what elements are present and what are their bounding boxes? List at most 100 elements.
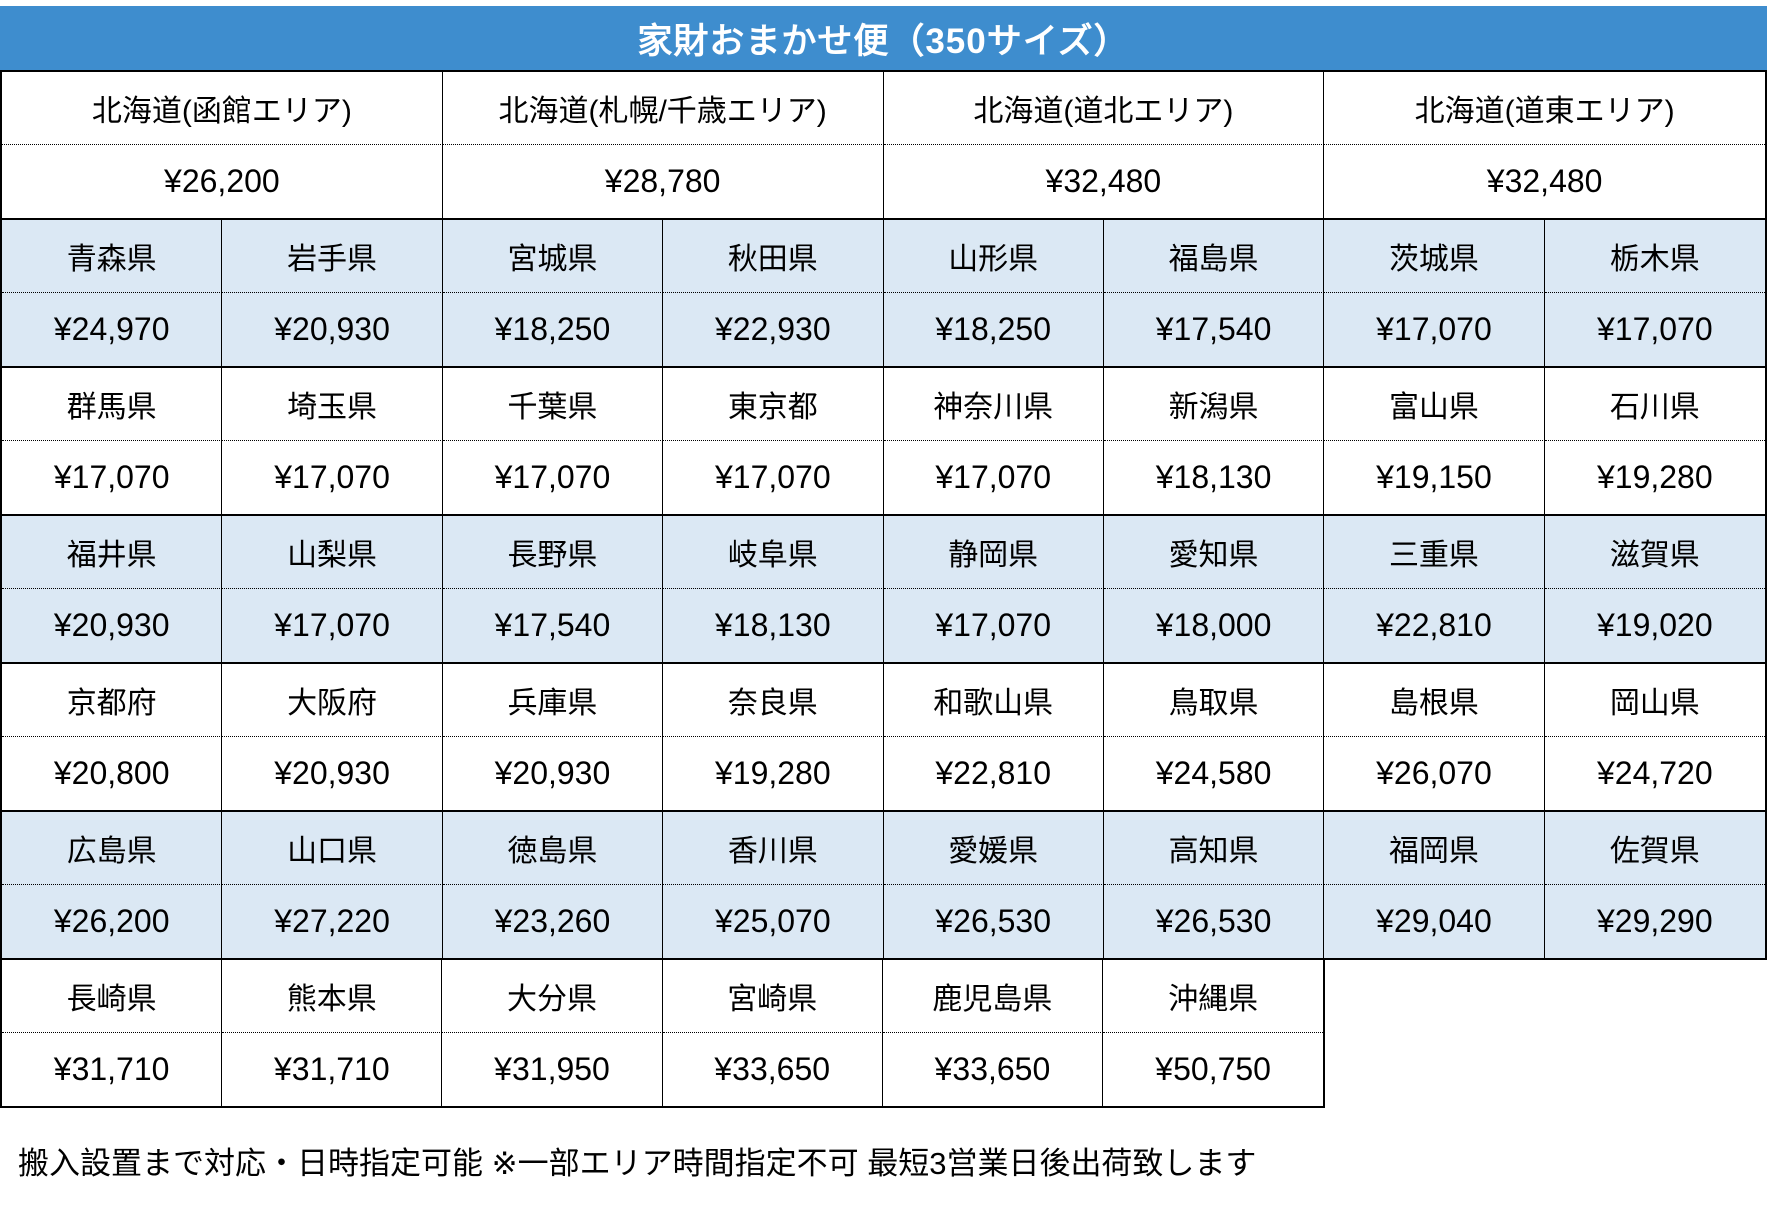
prefecture-price-cell: ¥27,220 bbox=[222, 885, 443, 958]
prefecture-name-cell: 石川県 bbox=[1544, 368, 1765, 441]
prefecture-price-cell: ¥50,750 bbox=[1155, 1051, 1271, 1087]
prefecture-price-cell: ¥22,810 bbox=[884, 737, 1104, 810]
pricing-table: 北海道(函館エリア) 北海道(札幌/千歳エリア) 北海道(道北エリア) 北海道(道東エ… bbox=[0, 70, 1767, 1108]
prefecture-price-cell: ¥26,070 bbox=[1324, 737, 1545, 810]
prefecture-name-cell: 山形県 bbox=[883, 220, 1104, 293]
prefecture-name-cell: 神奈川県 bbox=[883, 368, 1104, 441]
footer-note: 搬入設置まで対応・日時指定可能 ※一部エリア時間指定不可 最短3営業日後出荷致し… bbox=[18, 1146, 1257, 1181]
prefecture-price-cell: ¥17,540 bbox=[1104, 293, 1325, 366]
prefecture-price-cell: ¥17,070 bbox=[1596, 311, 1713, 347]
prefecture-price-cell: ¥24,970 bbox=[2, 293, 223, 366]
prefecture-price-cell: ¥17,540 bbox=[443, 589, 664, 662]
prefecture-price-cell: ¥17,070 bbox=[663, 441, 884, 514]
prefecture-name-cell: 愛知県 bbox=[1103, 516, 1325, 589]
prefecture-price-cell: ¥17,070 bbox=[1324, 293, 1545, 366]
prefecture-name-cell: 岐阜県 bbox=[663, 516, 884, 589]
prefecture-price-cell: ¥18,250 bbox=[443, 293, 664, 366]
prefecture-price-cell: ¥22,930 bbox=[663, 293, 884, 366]
prefecture-group: 青森県 岩手県 宮城県 秋田県 山形県 福島県 茨城県 栃木県 ¥24,970 ¥20,930 ¥1… bbox=[0, 218, 1767, 366]
prefecture-name-cell: 栃木県 bbox=[1544, 220, 1765, 293]
prefecture-price-cell: ¥17,070 bbox=[222, 441, 443, 514]
prefecture-price-cell: ¥19,150 bbox=[1324, 441, 1545, 514]
hokkaido-group: 北海道(函館エリア) 北海道(札幌/千歳エリア) 北海道(道北エリア) 北海道(道東エ… bbox=[0, 70, 1767, 218]
prefecture-price-cell: ¥31,710 bbox=[2, 1033, 223, 1106]
prefecture-name-cell: 大分県 bbox=[442, 960, 663, 1033]
prefecture-name-cell: 千葉県 bbox=[442, 368, 664, 441]
prefecture-group: 長崎県 熊本県 大分県 宮崎県 鹿児島県 沖縄県 ¥31,710 ¥31,710 ¥31,950… bbox=[0, 960, 1326, 1108]
prefecture-name-cell: 長野県 bbox=[442, 516, 664, 589]
prefecture-price-cell: ¥20,930 bbox=[2, 589, 223, 662]
prefecture-price-cell: ¥24,720 bbox=[1596, 755, 1713, 791]
prefecture-price-cell: ¥31,710 bbox=[222, 1033, 443, 1106]
prefecture-price-cell: ¥33,650 bbox=[883, 1033, 1104, 1106]
prefecture-name-cell: 東京都 bbox=[663, 368, 884, 441]
prefecture-name-cell: 山口県 bbox=[222, 812, 443, 885]
prefecture-price-cell: ¥17,070 bbox=[884, 589, 1104, 662]
pricing-page: 家財おまかせ便（350サイズ） 北海道(函館エリア) 北海道(札幌/千歳エリア) 北… bbox=[0, 6, 1767, 1210]
prefecture-price-cell: ¥26,530 bbox=[1104, 885, 1325, 958]
prefecture-group: 群馬県 埼玉県 千葉県 東京都 神奈川県 新潟県 富山県 石川県 ¥17,070 ¥17,070 ¥… bbox=[0, 366, 1767, 514]
prefecture-name-cell: 福井県 bbox=[2, 516, 223, 589]
prefecture-name-cell: 山梨県 bbox=[222, 516, 443, 589]
area-price-cell: ¥26,200 bbox=[2, 145, 443, 218]
prefecture-name-cell: 群馬県 bbox=[2, 368, 223, 441]
prefecture-name-cell: 滋賀県 bbox=[1544, 516, 1765, 589]
prefecture-name-cell: 愛媛県 bbox=[883, 812, 1104, 885]
prefecture-price-cell: ¥17,070 bbox=[884, 441, 1104, 514]
area-name-cell: 北海道(札幌/千歳エリア) bbox=[442, 72, 884, 145]
prefecture-name-cell: 茨城県 bbox=[1324, 220, 1545, 293]
prefecture-name-cell: 三重県 bbox=[1324, 516, 1545, 589]
prefecture-price-cell: ¥23,260 bbox=[443, 885, 664, 958]
prefecture-price-cell: ¥33,650 bbox=[663, 1033, 883, 1106]
prefecture-name-cell: 奈良県 bbox=[663, 664, 884, 737]
prefecture-name-cell: 広島県 bbox=[2, 812, 223, 885]
prefecture-name-cell: 香川県 bbox=[663, 812, 884, 885]
prefecture-price-cell: ¥17,070 bbox=[2, 441, 223, 514]
prefecture-name-cell: 徳島県 bbox=[442, 812, 664, 885]
title-bar: 家財おまかせ便（350サイズ） bbox=[0, 6, 1767, 70]
prefecture-name-cell: 埼玉県 bbox=[222, 368, 443, 441]
prefecture-price-cell: ¥26,200 bbox=[2, 885, 223, 958]
prefecture-name-cell: 宮崎県 bbox=[662, 960, 883, 1033]
prefecture-name-cell: 和歌山県 bbox=[883, 664, 1104, 737]
prefecture-group: 京都府 大阪府 兵庫県 奈良県 和歌山県 鳥取県 島根県 岡山県 ¥20,800 ¥20,930 ¥… bbox=[0, 662, 1767, 810]
prefecture-name-cell: 鹿児島県 bbox=[882, 960, 1104, 1033]
prefecture-price-cell: ¥17,070 bbox=[222, 589, 443, 662]
prefecture-price-cell: ¥18,000 bbox=[1104, 589, 1325, 662]
prefecture-name-cell: 富山県 bbox=[1324, 368, 1545, 441]
prefecture-price-cell: ¥19,020 bbox=[1596, 607, 1713, 643]
prefecture-name-cell: 大阪府 bbox=[222, 664, 443, 737]
prefecture-name-cell: 福岡県 bbox=[1324, 812, 1545, 885]
prefecture-price-cell: ¥18,130 bbox=[1104, 441, 1325, 514]
prefecture-name-cell: 高知県 bbox=[1103, 812, 1325, 885]
prefecture-name-cell: 岡山県 bbox=[1544, 664, 1765, 737]
prefecture-price-cell: ¥19,280 bbox=[663, 737, 884, 810]
prefecture-price-cell: ¥19,280 bbox=[1596, 459, 1713, 495]
prefecture-name-cell: 沖縄県 bbox=[1103, 960, 1324, 1033]
prefecture-price-cell: ¥18,250 bbox=[884, 293, 1104, 366]
prefecture-name-cell: 京都府 bbox=[2, 664, 223, 737]
prefecture-name-cell: 新潟県 bbox=[1103, 368, 1325, 441]
prefecture-price-cell: ¥25,070 bbox=[663, 885, 884, 958]
prefecture-price-cell: ¥29,040 bbox=[1324, 885, 1545, 958]
prefecture-price-cell: ¥20,800 bbox=[2, 737, 223, 810]
prefecture-name-cell: 鳥取県 bbox=[1103, 664, 1325, 737]
prefecture-name-cell: 佐賀県 bbox=[1544, 812, 1765, 885]
prefecture-price-cell: ¥26,530 bbox=[884, 885, 1104, 958]
prefecture-price-cell: ¥20,930 bbox=[222, 737, 443, 810]
prefecture-price-cell: ¥22,810 bbox=[1324, 589, 1545, 662]
prefecture-name-cell: 兵庫県 bbox=[442, 664, 664, 737]
prefecture-groups: 青森県 岩手県 宮城県 秋田県 山形県 福島県 茨城県 栃木県 ¥24,970 ¥20,930 ¥1… bbox=[0, 218, 1767, 1108]
area-price-cell: ¥32,480 bbox=[1486, 163, 1603, 199]
prefecture-name-cell: 岩手県 bbox=[222, 220, 443, 293]
prefecture-price-cell: ¥29,290 bbox=[1596, 903, 1713, 939]
prefecture-price-cell: ¥20,930 bbox=[443, 737, 664, 810]
prefecture-name-cell: 静岡県 bbox=[883, 516, 1104, 589]
prefecture-price-cell: ¥24,580 bbox=[1104, 737, 1325, 810]
prefecture-name-cell: 福島県 bbox=[1103, 220, 1325, 293]
prefecture-price-cell: ¥17,070 bbox=[443, 441, 664, 514]
prefecture-price-cell: ¥31,950 bbox=[442, 1033, 663, 1106]
prefecture-price-cell: ¥20,930 bbox=[222, 293, 443, 366]
prefecture-name-cell: 秋田県 bbox=[663, 220, 884, 293]
prefecture-group: 広島県 山口県 徳島県 香川県 愛媛県 高知県 福岡県 佐賀県 ¥26,200 ¥27,220 ¥2… bbox=[0, 810, 1767, 960]
